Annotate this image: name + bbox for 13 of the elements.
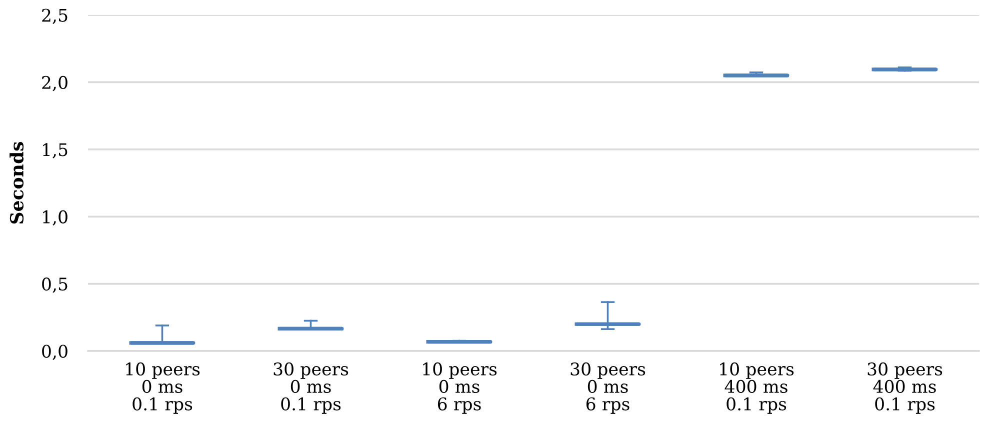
x-tick-label: 10 peers 400 ms 0.1 rps [720,362,794,414]
x-tick-label: 30 peers 400 ms 0.1 rps [868,362,942,414]
y-tick-label: 2,5 [42,8,68,24]
y-tick-label: 1,5 [43,143,68,158]
x-tick-label: 30 peers 0 ms 0.1 rps [274,362,348,414]
x-tick-label: 30 peers 0 ms 6 rps [570,362,646,414]
y-tick-label: 0,5 [42,278,68,293]
y-axis-title: Seconds [10,142,24,224]
y-tick-label: 2,0 [42,76,68,92]
y-tick-label: 1,0 [43,210,68,226]
x-tick-label: 10 peers 0 ms 6 rps [423,362,497,414]
y-tick-label: 0,0 [42,344,68,360]
x-tick-label: 10 peers 0 ms 0.1 rps [126,362,200,414]
